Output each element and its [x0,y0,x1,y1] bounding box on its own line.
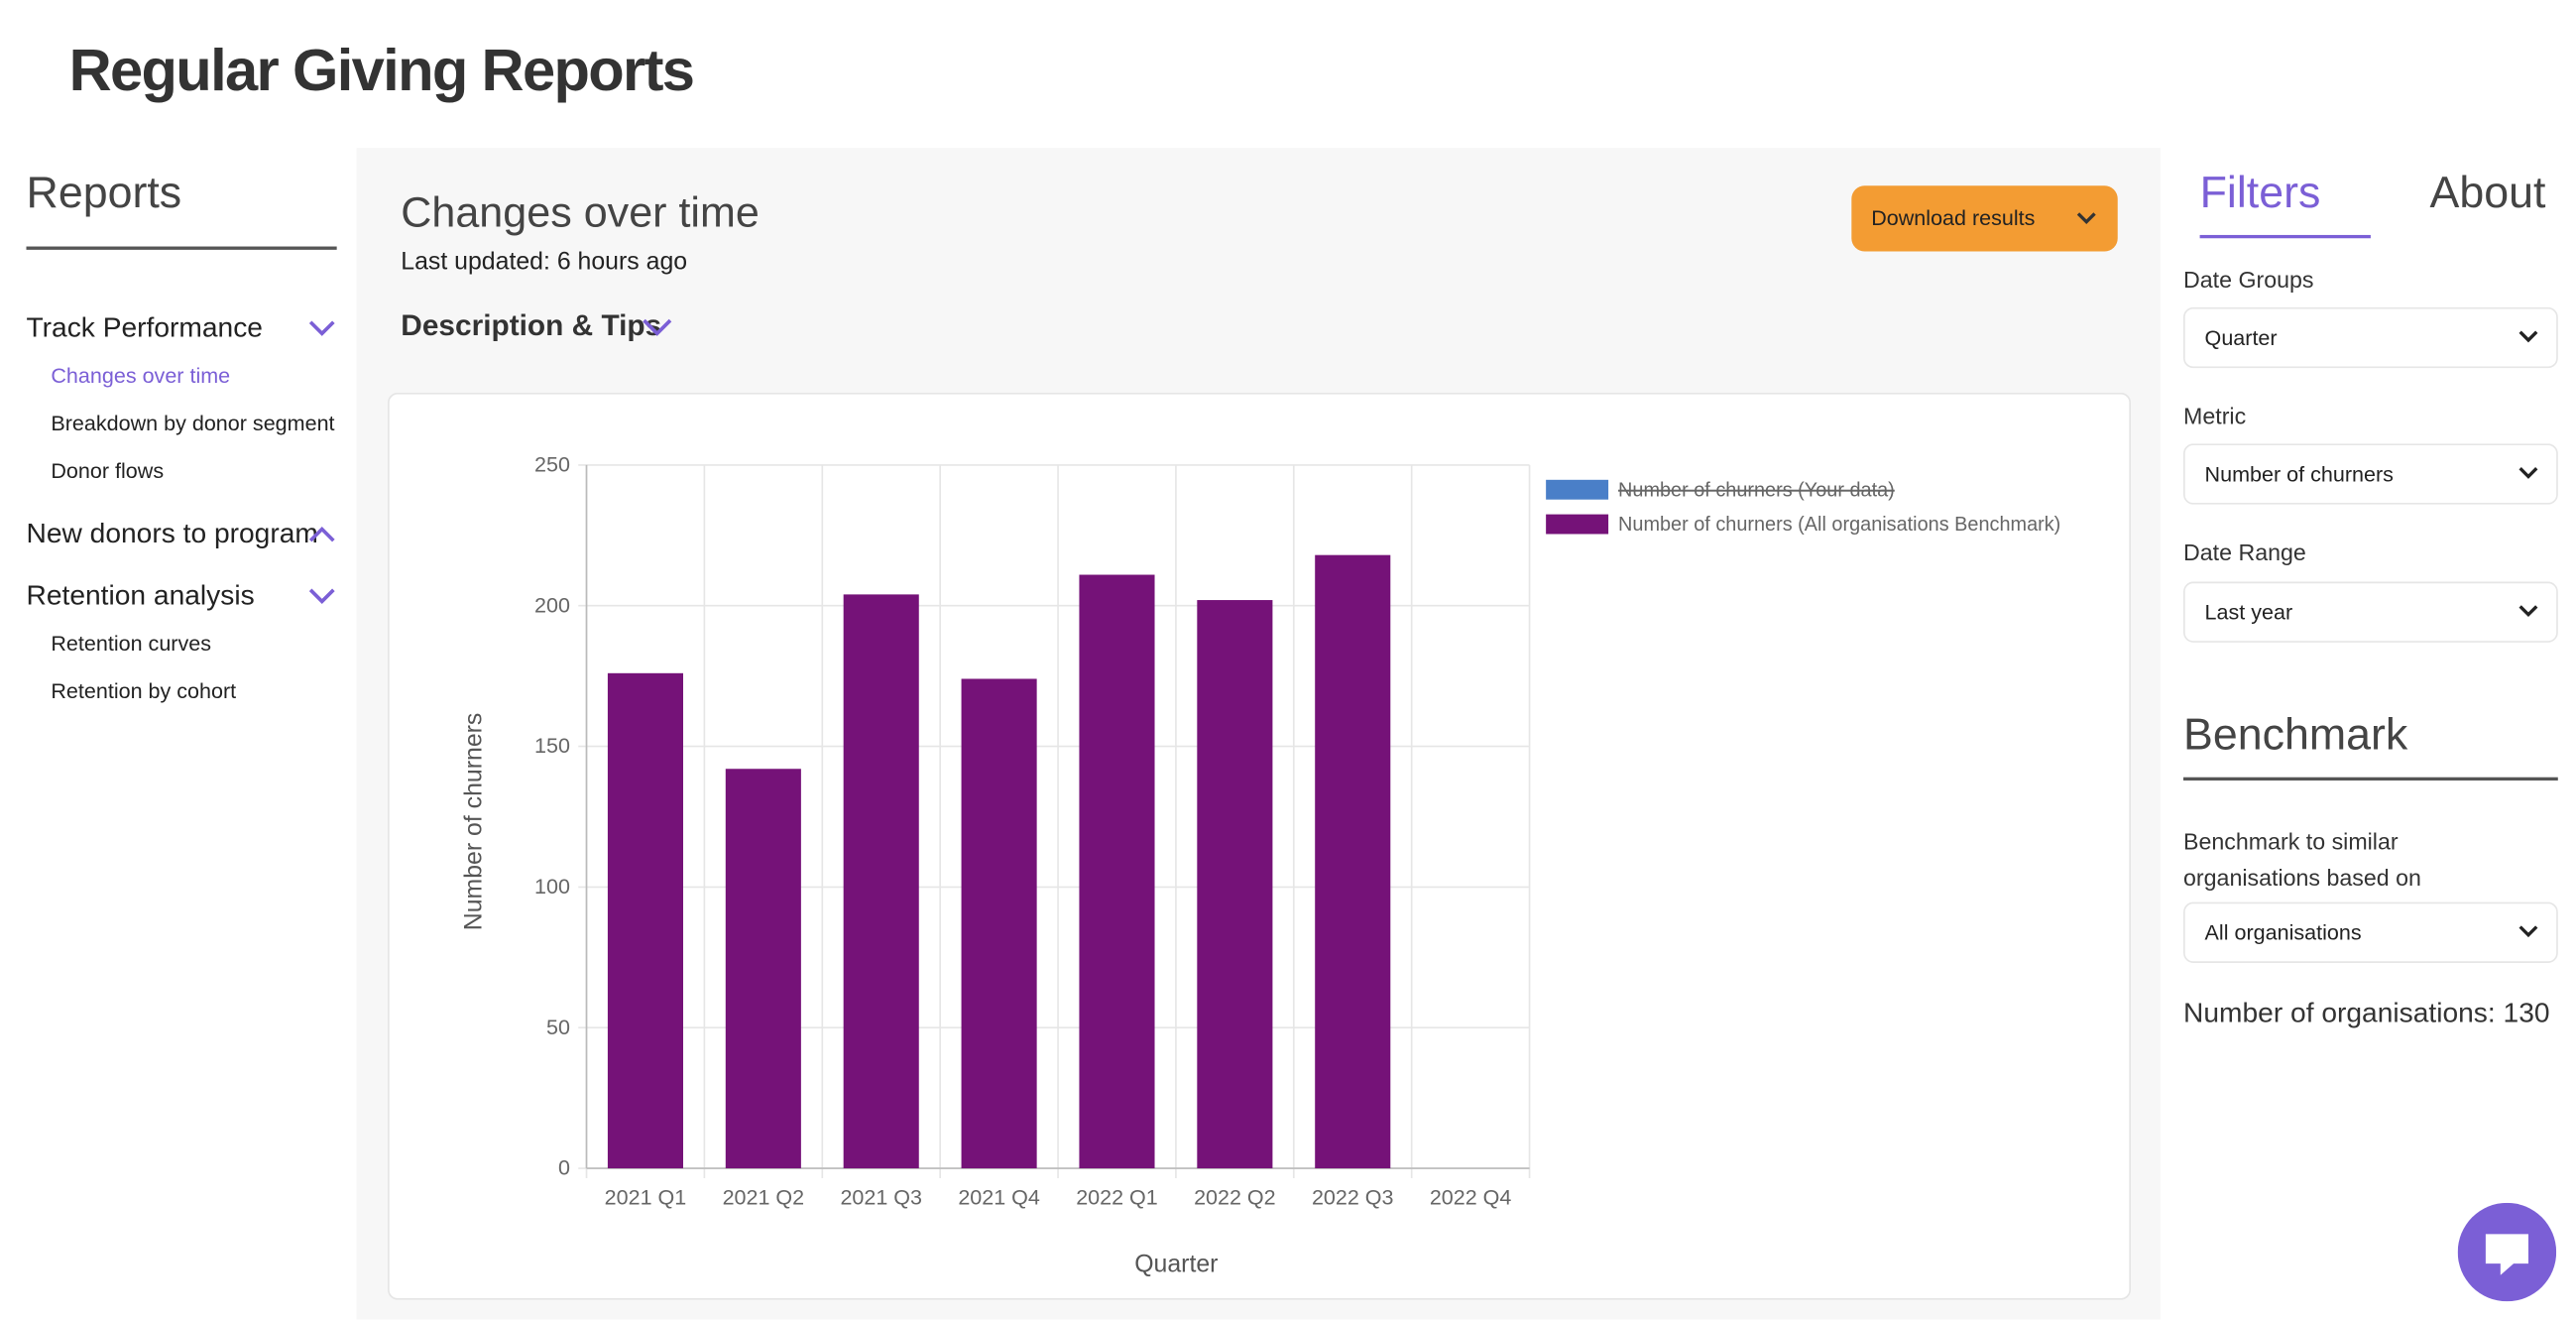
nav-group[interactable]: Track Performance [26,311,263,344]
x-tick-label: 2021 Q2 [723,1186,805,1210]
y-tick-label: 250 [534,453,570,477]
description-toggle[interactable]: Description & Tips [401,308,662,342]
bar [725,769,801,1169]
divider [26,246,337,250]
x-tick-label: 2021 Q3 [840,1186,922,1210]
select-value: Quarter [2204,325,2278,350]
tab[interactable]: About [2429,168,2546,217]
select-value: Last year [2204,599,2293,625]
field-label: Date Groups [2183,266,2314,293]
section-title: Benchmark [2183,709,2408,760]
nav-item[interactable]: Retention by cohort [51,678,237,704]
select-value: All organisations [2204,919,2362,945]
select[interactable]: All organisations [2183,901,2558,963]
chevron [2518,605,2538,618]
sidebar-title: Reports [26,168,182,217]
chevron [2518,330,2538,343]
bar [1197,600,1273,1169]
nav-group[interactable]: Retention analysis [26,579,255,612]
x-tick-label: 2022 Q2 [1194,1186,1276,1210]
field-label: Benchmark to similar organisations based… [2183,828,2421,892]
y-tick-label: 200 [534,593,570,617]
bar [1079,574,1155,1169]
x-tick-label: 2021 Q1 [605,1186,687,1210]
x-tick-label: 2022 Q4 [1430,1186,1512,1210]
nav-item[interactable]: Changes over time [51,363,231,389]
field-label: Metric [2183,402,2247,429]
field-label: Date Range [2183,539,2306,565]
chevron[interactable] [307,318,337,338]
button-label: Download results [1871,205,2036,230]
chevron [2518,925,2538,938]
y-axis-label: Number of churners [460,713,487,931]
y-tick-label: 150 [534,734,570,758]
chevron [2076,212,2096,225]
nav-item[interactable]: Retention curves [51,631,212,657]
legend-label: Number of churners (All organisations Be… [1618,514,2060,536]
nav-item[interactable]: Breakdown by donor segment [51,411,335,436]
select[interactable]: Last year [2183,581,2558,643]
last-updated: Last updated: 6 hours ago [401,248,688,277]
chevron[interactable] [641,317,673,339]
nav-item[interactable]: Donor flows [51,458,165,484]
y-tick-label: 50 [546,1016,570,1039]
bar [843,594,919,1169]
chat-button[interactable] [2457,1202,2557,1302]
chevron [2518,467,2538,479]
select[interactable]: Quarter [2183,306,2558,369]
org-count: Number of organisations: 130 [2183,997,2550,1029]
chevron[interactable] [307,587,337,607]
page-title: Regular Giving Reports [68,36,695,104]
tab-underline [2199,234,2371,239]
x-tick-label: 2021 Q4 [958,1186,1040,1210]
x-axis-label: Quarter [1134,1251,1218,1277]
legend-label: Number of churners (Your data) [1618,479,1895,501]
select[interactable]: Number of churners [2183,443,2558,505]
y-tick-label: 0 [558,1156,570,1180]
bar [607,672,683,1169]
divider [2183,777,2558,781]
legend-swatch [1546,479,1609,500]
nav-group[interactable]: New donors to program [26,517,318,549]
y-tick-label: 100 [534,875,570,899]
download-button[interactable]: Download results [1851,185,2118,252]
x-tick-label: 2022 Q1 [1076,1186,1158,1210]
select-value: Number of churners [2204,461,2394,487]
bar [961,678,1037,1169]
bar [1315,554,1391,1169]
chevron[interactable] [307,525,337,544]
tab[interactable]: Filters [2199,168,2321,217]
report-title: Changes over time [401,186,760,237]
legend-swatch [1546,514,1609,535]
x-tick-label: 2022 Q3 [1312,1186,1394,1210]
